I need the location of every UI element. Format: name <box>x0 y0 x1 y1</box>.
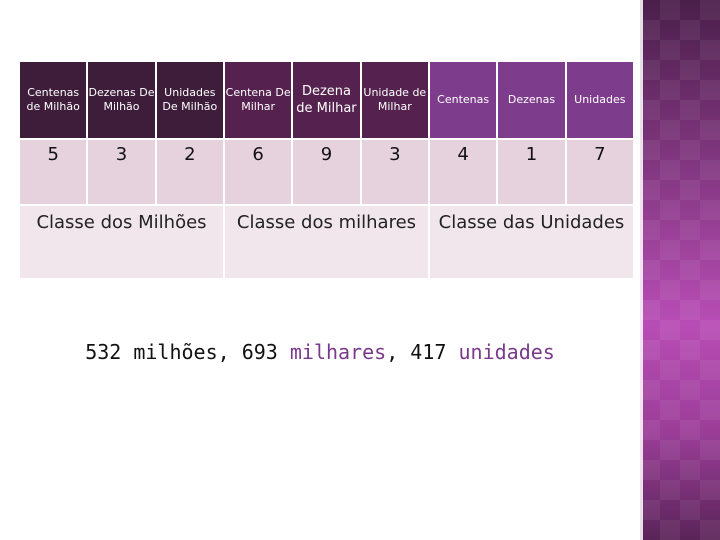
summary-thousands-word: milhares <box>289 340 387 364</box>
digit-cell: 6 <box>222 138 294 206</box>
header-centenas: Centenas <box>427 60 499 140</box>
header-unidade-milhar: Unidade de Milhar <box>359 60 430 140</box>
digit-row: 5 3 2 6 9 3 4 1 7 <box>17 138 636 206</box>
summary-millions: 532 milhões, 693 <box>85 340 278 364</box>
header-centenas-milhao: Centenas de Milhão <box>17 60 89 140</box>
header-dezenas-milhao: Dezenas De Milhão <box>86 60 157 140</box>
header-unidades: Unidades <box>564 60 636 140</box>
number-summary: 532 milhões, 693 milhares, 417 unidades <box>0 340 640 364</box>
summary-sep: , 417 <box>386 340 447 364</box>
place-value-table: Centenas de Milhão Dezenas De Milhão Uni… <box>17 60 636 280</box>
digit-cell: 3 <box>359 138 430 206</box>
digit-cell: 4 <box>427 138 499 206</box>
header-unidades-milhao: Unidades De Milhão <box>154 60 225 140</box>
class-thousands: Classe dos milhares <box>222 204 430 280</box>
header-dezenas: Dezenas <box>496 60 567 140</box>
digit-cell: 1 <box>496 138 567 206</box>
summary-units-word: unidades <box>458 340 555 364</box>
digit-cell: 5 <box>17 138 89 206</box>
class-units: Classe das Unidades <box>427 204 636 280</box>
class-row: Classe dos Milhões Classe dos milhares C… <box>18 204 636 280</box>
digit-cell: 2 <box>154 138 225 206</box>
header-dezena-milhar: Dezena de Milhar <box>291 60 362 140</box>
header-centena-milhar: Centena De Milhar <box>222 60 294 140</box>
digit-cell: 9 <box>291 138 362 206</box>
digit-cell: 3 <box>86 138 157 206</box>
class-millions: Classe dos Milhões <box>18 204 225 280</box>
header-row: Centenas de Milhão Dezenas De Milhão Uni… <box>17 60 636 140</box>
decorative-side-panel <box>640 0 720 540</box>
digit-cell: 7 <box>564 138 636 206</box>
